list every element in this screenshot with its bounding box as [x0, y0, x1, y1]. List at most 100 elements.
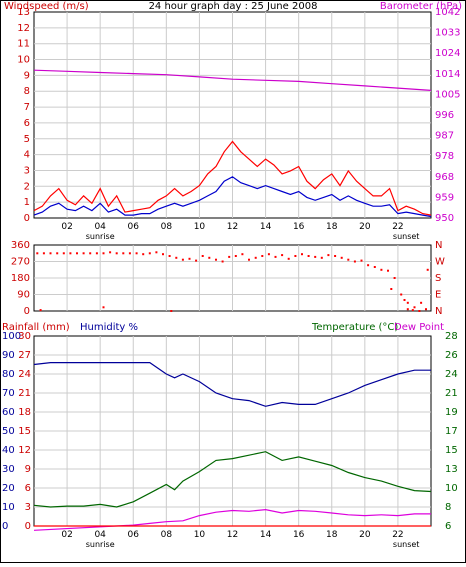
direction-degree-tick-label: 90: [17, 290, 30, 301]
wind-direction-point: [89, 252, 92, 255]
wind-direction-point: [387, 269, 389, 272]
wind-direction-point: [347, 258, 350, 261]
top-x-tick-label: 08: [161, 222, 173, 232]
temperature-tick-label: 24: [445, 369, 458, 380]
wind-direction-point: [36, 252, 39, 255]
wind-direction-point: [69, 252, 72, 255]
temperature-tick-label: 17: [445, 426, 458, 437]
rainfall-axis-label: Rainfall (mm): [2, 322, 70, 333]
wind-direction-point: [413, 306, 416, 309]
temperature-tick-label: 28: [445, 331, 458, 342]
wind-direction-point: [380, 268, 383, 271]
humidity-tick-label: 0: [2, 521, 8, 532]
wind-direction-point: [248, 258, 250, 261]
series-line-wind-gust: [33, 140, 432, 216]
series-line-barometer-hpa-: [33, 69, 432, 91]
wind-direction-point: [360, 259, 363, 262]
series-line-wind-average: [33, 176, 432, 218]
wind-direction-point: [406, 308, 409, 311]
wind-direction-point: [56, 252, 59, 255]
top-y-tick-label: 9: [24, 70, 30, 81]
wind-direction-point: [142, 253, 145, 256]
humidity-axis-label: Humidity %: [80, 322, 138, 333]
bot-x-tick-label: 22: [392, 530, 403, 540]
wind-direction-point: [281, 254, 284, 257]
wind-direction-point: [234, 255, 237, 257]
series-line-dew-point: [33, 508, 431, 531]
bot-x-tick-label: 06: [128, 530, 140, 540]
wind-direction-point: [128, 252, 131, 255]
wind-direction-point: [181, 258, 184, 261]
bot-x-tick-label: 12: [227, 530, 238, 540]
wind-direction-point: [420, 301, 423, 304]
temperature-tick-label: 10: [445, 483, 458, 494]
wind-direction-point: [76, 252, 78, 255]
direction-compass-tick-label: N: [435, 240, 442, 251]
humidity-tick-label: 50: [2, 426, 15, 437]
wind-direction-point: [393, 277, 396, 279]
wind-direction-point: [327, 254, 330, 257]
rainfall-tick-label: 18: [18, 407, 31, 418]
wind-direction-point: [148, 252, 151, 255]
top-y2-tick-label: 996: [435, 110, 454, 121]
wind-direction-point: [274, 255, 277, 258]
sunset-label: sunset: [393, 232, 420, 241]
humidity-tick-label: 10: [2, 502, 15, 513]
humidity-tick-label: 30: [2, 464, 15, 475]
humidity-tick-label: 40: [2, 445, 15, 456]
bot-x-tick-label: 16: [293, 530, 305, 540]
top-y2-tick-label: 959: [435, 192, 454, 203]
top-y-tick-label: 1: [24, 197, 30, 208]
wind-direction-point: [215, 258, 217, 261]
wind-direction-point: [403, 299, 406, 301]
rainfall-tick-label: 24: [18, 369, 31, 380]
rainfall-tick-label: 27: [18, 350, 31, 361]
top-y-tick-label: 12: [17, 23, 30, 34]
wind-direction-point: [122, 252, 125, 255]
top-y-tick-label: 5: [24, 134, 30, 145]
direction-degree-tick-label: 270: [11, 257, 30, 268]
wind-direction-point: [261, 255, 264, 257]
wind-direction-point: [208, 256, 211, 259]
humidity-tick-label: 100: [2, 331, 21, 342]
wind-direction-point: [195, 259, 198, 262]
top-y2-tick-label: 1033: [435, 28, 460, 39]
wind-direction-point: [241, 253, 244, 256]
top-y-tick-label: 2: [24, 181, 30, 192]
temperature-axis-label: Temperature (°C): [311, 322, 398, 333]
top-x-tick-label: 06: [128, 222, 140, 232]
temperature-tick-label: 13: [445, 464, 458, 475]
top-y2-tick-label: 950: [435, 213, 454, 224]
direction-compass-tick-label: N: [435, 306, 442, 317]
direction-degree-tick-label: 0: [24, 306, 30, 317]
rainfall-tick-label: 30: [18, 331, 31, 342]
top-y-tick-label: 0: [24, 213, 30, 224]
top-y-tick-label: 4: [24, 150, 30, 161]
wind-direction-point: [314, 255, 317, 258]
wind-direction-point: [426, 268, 429, 271]
wind-direction-point: [294, 255, 297, 257]
wind-direction-point: [175, 256, 178, 259]
top-x-tick-label: 10: [194, 222, 206, 232]
top-x-tick-label: 14: [260, 222, 272, 232]
wind-direction-point: [135, 252, 138, 255]
wind-direction-point: [411, 309, 414, 312]
wind-direction-point: [102, 252, 105, 255]
top-x-tick-label: 16: [293, 222, 305, 232]
rainfall-tick-label: 9: [25, 464, 31, 475]
wind-direction-point: [406, 301, 409, 304]
top-y-tick-label: 3: [24, 165, 30, 176]
temperature-tick-label: 21: [445, 388, 458, 399]
bot-x-tick-label: 14: [260, 530, 272, 540]
barometer-axis-label: Barometer (hPa): [380, 1, 462, 12]
wind-direction-point: [168, 255, 171, 257]
bot-x-tick-label: 04: [94, 530, 106, 540]
top-y-tick-label: 10: [17, 55, 30, 66]
wind-direction-point: [49, 252, 52, 255]
series-line-humidity-: [33, 362, 431, 407]
top-y-tick-label: 6: [24, 118, 30, 129]
top-y2-tick-label: 978: [435, 151, 454, 162]
wind-direction-point: [188, 257, 191, 260]
